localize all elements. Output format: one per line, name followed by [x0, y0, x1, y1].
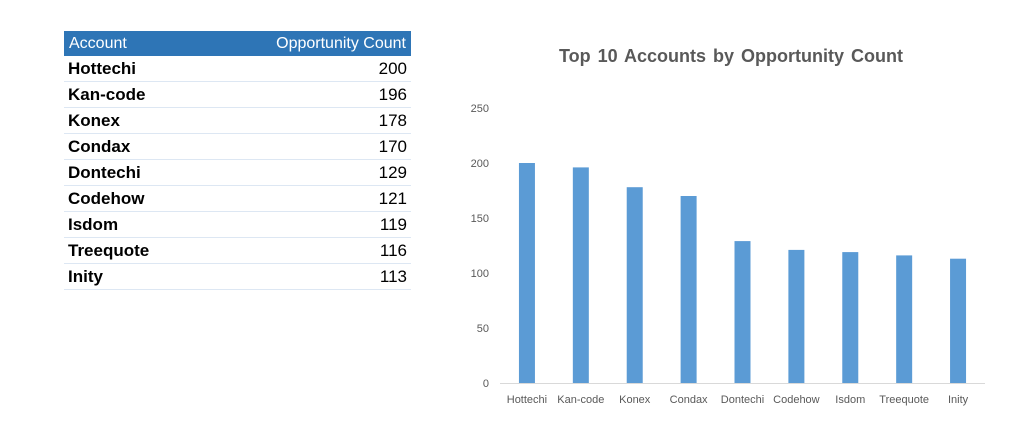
bar-treequote: [896, 255, 913, 383]
opportunity-count: 129: [378, 162, 407, 182]
table-row: Konex 178: [64, 108, 411, 134]
y-tick-label: 50: [477, 323, 489, 335]
bar-kan-code: [572, 167, 589, 383]
bar-isdom: [842, 252, 859, 383]
x-tick-label: Treequote: [879, 394, 929, 406]
account-name: Hottechi: [68, 58, 136, 78]
y-tick-label: 100: [471, 268, 489, 280]
bar-codehow: [788, 249, 805, 383]
y-tick-label: 150: [471, 213, 489, 225]
account-name: Treequote: [68, 240, 150, 260]
table-row: Condax 170: [64, 134, 411, 160]
opportunity-count: 178: [378, 110, 407, 130]
bar-inity: [950, 258, 967, 383]
account-name: Kan-code: [68, 84, 146, 104]
account-name: Isdom: [68, 214, 119, 234]
y-tick-label: 250: [471, 103, 489, 115]
header-account: Account: [69, 34, 127, 52]
opportunity-count: 200: [378, 58, 407, 78]
opportunity-count: 119: [379, 214, 407, 234]
account-name: Codehow: [68, 188, 145, 208]
table-row: Kan-code 196: [64, 82, 411, 108]
opportunity-count: 121: [378, 188, 407, 208]
table-row: Dontechi 129: [64, 160, 411, 186]
x-tick-label: Inity: [948, 394, 969, 406]
x-tick-label: Codehow: [773, 394, 820, 406]
opportunity-count: 116: [379, 240, 407, 260]
accounts-table: Account Opportunity Count Hottechi 200 K…: [64, 31, 411, 290]
chart-title: Top 10 Accounts by Opportunity Count: [559, 46, 903, 66]
x-tick-label: Condax: [670, 394, 708, 406]
opportunity-count: 196: [378, 84, 407, 104]
x-tick-label: Kan-code: [557, 394, 604, 406]
y-tick-label: 0: [483, 378, 489, 390]
x-tick-label: Isdom: [835, 394, 865, 406]
y-tick-label: 200: [471, 158, 489, 170]
x-tick-label: Konex: [619, 394, 651, 406]
account-name: Dontechi: [68, 162, 141, 182]
bar-chart: Top 10 Accounts by Opportunity Count 0 50…: [455, 30, 1015, 430]
table-row: Isdom 119: [64, 212, 411, 238]
bar-konex: [626, 187, 643, 383]
table-row: Treequote 116: [64, 238, 411, 264]
opportunity-count: 170: [378, 136, 407, 156]
table-row: Inity 113: [64, 264, 411, 290]
bar-hottechi: [518, 163, 535, 383]
table-row: Hottechi 200: [64, 56, 411, 82]
bar-condax: [680, 196, 697, 383]
opportunity-count: 113: [379, 266, 407, 286]
account-name: Inity: [68, 266, 103, 286]
x-tick-label: Hottechi: [507, 394, 547, 406]
x-tick-label: Dontechi: [721, 394, 764, 406]
table-header: Account Opportunity Count: [64, 31, 411, 56]
account-name: Konex: [68, 110, 120, 130]
bar-dontechi: [734, 241, 751, 383]
account-name: Condax: [68, 136, 131, 156]
header-opportunity-count: Opportunity Count: [276, 34, 406, 52]
chart-plot: 0 50 100 150 200 250 Hottechi Kan-code Konex Cond…: [471, 103, 985, 406]
table-row: Codehow 121: [64, 186, 411, 212]
